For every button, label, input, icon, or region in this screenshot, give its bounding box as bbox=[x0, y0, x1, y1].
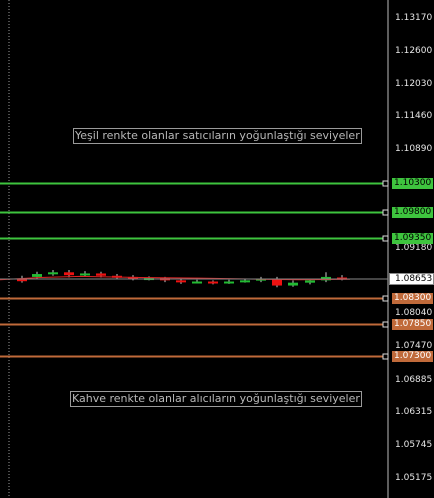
price-axis-tick: 1.07470 bbox=[395, 340, 433, 351]
bear-candle bbox=[64, 272, 74, 276]
price-axis-tick: 1.09180 bbox=[395, 242, 433, 253]
brown-level-price-label: 1.07300 bbox=[392, 350, 434, 362]
bear-candle bbox=[176, 280, 186, 283]
bear-candle bbox=[17, 279, 27, 282]
bull-candle bbox=[48, 272, 58, 275]
bull-candle bbox=[305, 280, 315, 283]
bear-candle bbox=[96, 273, 106, 276]
brown-levels-annotation[interactable]: Kahve renkte olanlar alıcıların yoğunlaş… bbox=[70, 391, 362, 407]
bull-candle bbox=[32, 274, 42, 277]
bull-candle bbox=[288, 282, 298, 286]
brown-level-price-label: 1.07850 bbox=[392, 318, 434, 330]
bear-candle bbox=[128, 276, 138, 279]
bull-candle bbox=[80, 273, 90, 276]
bear-candle bbox=[337, 277, 347, 280]
price-axis-tick: 1.12030 bbox=[395, 78, 433, 89]
price-axis-tick: 1.08040 bbox=[395, 308, 433, 319]
green-level-price-label: 1.09800 bbox=[392, 206, 434, 218]
bull-candle bbox=[192, 281, 202, 284]
green-level-handle[interactable] bbox=[382, 235, 389, 242]
price-axis-tick: 1.12600 bbox=[395, 45, 433, 56]
bull-candle bbox=[224, 281, 234, 284]
brown-level-handle[interactable] bbox=[382, 295, 389, 302]
brown-level-handle[interactable] bbox=[382, 321, 389, 328]
green-level-handle[interactable] bbox=[382, 180, 389, 187]
price-axis-tick: 1.13170 bbox=[395, 13, 433, 23]
green-levels-annotation[interactable]: Yeşil renkte olanlar satıcıların yoğunla… bbox=[73, 128, 362, 144]
price-axis-tick: 1.10890 bbox=[395, 144, 433, 155]
moving-average-line bbox=[0, 275, 351, 281]
brown-level-price-label: 1.08300 bbox=[392, 292, 434, 304]
bear-candle bbox=[272, 278, 282, 286]
current-price-value: 1.08653 bbox=[395, 274, 433, 284]
green-level-price-label: 1.10300 bbox=[392, 177, 434, 189]
green-level-handle[interactable] bbox=[382, 209, 389, 216]
bull-candle bbox=[240, 280, 250, 283]
price-axis-tick: 1.05745 bbox=[395, 440, 433, 451]
brown-level-handle[interactable] bbox=[382, 353, 389, 360]
green-level-price-label: 1.09350 bbox=[392, 232, 434, 244]
price-axis-tick: 1.05175 bbox=[395, 473, 433, 483]
price-axis-tick: 1.06315 bbox=[395, 407, 433, 418]
price-axis-tick: 1.06885 bbox=[395, 374, 433, 385]
price-axis-tick: 1.11460 bbox=[395, 111, 433, 122]
bear-candle bbox=[208, 281, 218, 284]
